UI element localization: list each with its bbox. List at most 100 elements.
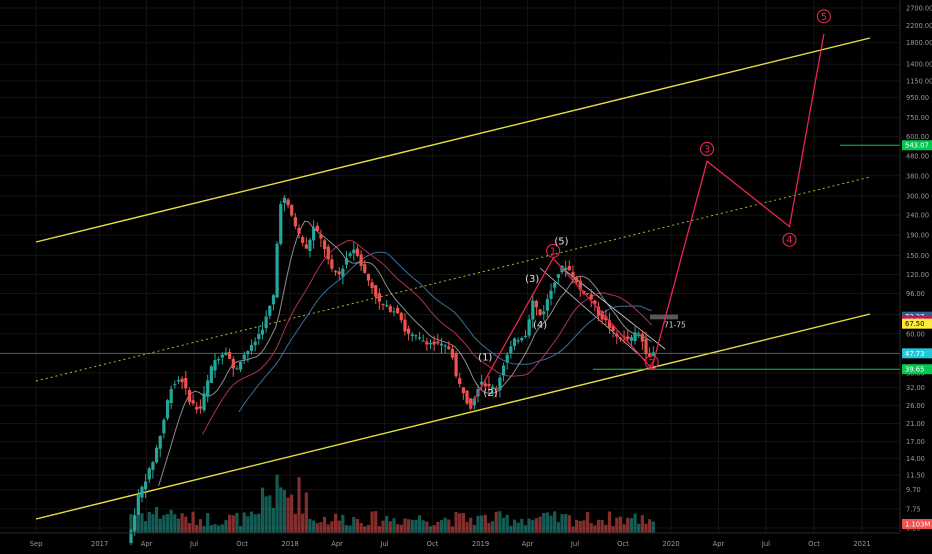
y-tick-label: 11.50 — [906, 472, 925, 480]
channel-mid-line — [35, 176, 871, 382]
candle-body — [136, 494, 140, 515]
volume-bar — [476, 515, 480, 533]
volume-bar — [231, 515, 235, 533]
candle-body — [165, 400, 170, 419]
candle-body — [388, 306, 392, 312]
candle-body — [337, 271, 341, 275]
volume-bar — [224, 520, 228, 533]
candle-body — [472, 398, 476, 406]
y-tick-label: 120.00 — [906, 271, 929, 279]
volume-bar — [447, 519, 451, 533]
candle-body — [575, 277, 579, 283]
x-tick-label: 2021 — [853, 540, 870, 548]
x-tick-label: Oct — [808, 540, 820, 548]
volume-bar — [575, 519, 579, 533]
volume-bar — [253, 514, 257, 533]
volume-bar — [154, 507, 159, 533]
x-tick-label: Oct — [236, 540, 248, 548]
volume-bar — [144, 521, 148, 533]
volume-bar — [428, 526, 433, 533]
price-label: 543.07 — [905, 142, 929, 150]
volume-bar — [136, 513, 140, 533]
volume-bar — [326, 524, 330, 533]
y-tick-label: 300.00 — [906, 193, 929, 201]
candle-body — [238, 362, 243, 370]
candle-body — [180, 378, 184, 383]
volume-bar — [520, 518, 524, 533]
volume-bar — [319, 522, 323, 533]
candle-body — [512, 338, 517, 347]
volume-bar — [268, 495, 272, 533]
volume-bar — [322, 516, 327, 533]
price-label-box — [902, 318, 932, 329]
volume-bar — [257, 513, 261, 533]
y-tick-label: 750.00 — [906, 114, 929, 122]
volume-bar — [359, 523, 363, 533]
candle-body — [410, 334, 414, 336]
price-label-box — [902, 364, 932, 375]
wave-label-circle — [816, 9, 831, 24]
candle-body — [198, 406, 202, 409]
candle-body — [607, 320, 612, 328]
candle-body — [439, 343, 444, 346]
volume-bar — [348, 525, 352, 533]
volume-bar — [487, 522, 491, 533]
candle-body — [505, 354, 509, 363]
channel-layer: 71-75 — [0, 37, 900, 520]
candle-body — [140, 486, 144, 498]
volume-bar — [206, 513, 210, 533]
y-tick-label: 600.00 — [906, 133, 929, 141]
volume-bar — [585, 511, 590, 533]
wave-label-minor: (3) — [525, 274, 539, 285]
candle-body — [304, 244, 308, 249]
candle-body — [147, 468, 151, 480]
volume-bar — [560, 514, 564, 533]
candle-body — [436, 341, 440, 344]
y-tick-label: 9.70 — [906, 486, 921, 494]
volume-bar — [618, 516, 623, 533]
candle-body — [392, 311, 396, 313]
y-tick-label: 150.00 — [906, 252, 929, 260]
volume-bar — [633, 513, 637, 533]
candle-body — [344, 258, 349, 265]
candle-body — [640, 333, 644, 342]
candle-body — [154, 447, 159, 463]
candle-body — [648, 353, 652, 358]
candle-body — [403, 319, 407, 332]
candle-body — [184, 377, 188, 389]
candle-body — [312, 227, 316, 241]
volume-bar — [235, 512, 239, 533]
y-tick-label: 32.00 — [906, 384, 925, 392]
candle-body — [556, 274, 560, 278]
candle-body — [359, 254, 363, 266]
volume-bar — [589, 523, 593, 533]
volume-bar — [443, 517, 447, 533]
y-tick-label: 17.00 — [906, 438, 925, 446]
volume-bar — [290, 494, 294, 533]
candle-body — [626, 336, 630, 340]
volume-bar — [165, 514, 170, 533]
wave-label-circle — [644, 355, 659, 370]
candle-body — [246, 351, 250, 355]
volume-bar — [465, 521, 469, 533]
volume-bar — [301, 513, 305, 533]
volume-bar — [228, 514, 232, 533]
candle-body — [333, 270, 338, 273]
candle-body — [385, 305, 389, 307]
wave-label-major: 3 — [704, 144, 710, 155]
volume-bar — [527, 518, 531, 533]
candle-body — [542, 311, 546, 315]
volume-bar — [249, 511, 254, 533]
volume-bar — [308, 518, 312, 533]
candle-body — [545, 299, 549, 311]
volume-bar — [615, 517, 619, 533]
volume-bar — [220, 524, 224, 533]
x-tick-label: 2018 — [281, 540, 298, 548]
volume-bar — [509, 525, 513, 533]
resistance-zone — [650, 314, 678, 320]
volume-bar — [406, 519, 411, 533]
channel-lower-line — [35, 313, 871, 520]
